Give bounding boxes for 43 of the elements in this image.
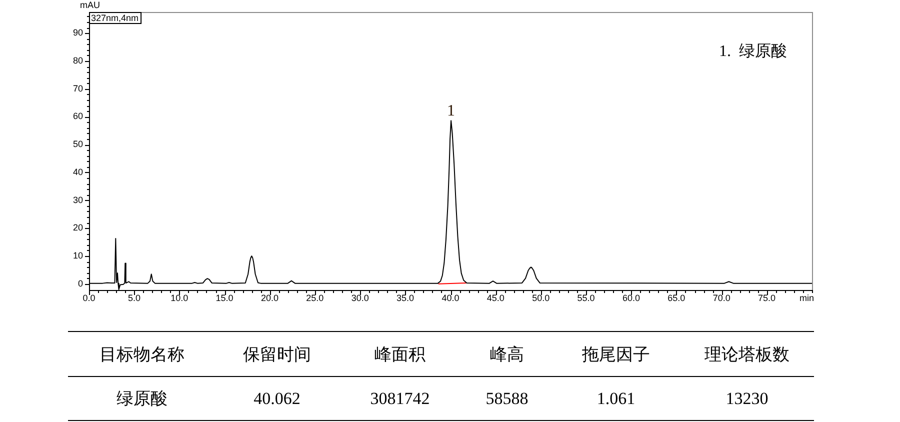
y-tick-label: 60: [72, 111, 83, 122]
y-tick-label: 30: [72, 194, 83, 205]
text: 40.062: [216, 376, 338, 420]
text: 保留时间: [216, 332, 338, 376]
text: 目标物名称: [68, 332, 216, 376]
y-tick-label: 40: [72, 166, 83, 177]
y-tick-label: 50: [72, 139, 83, 150]
x-tick-label: 10.0: [170, 292, 188, 303]
x-tick-label: 15.0: [216, 292, 234, 303]
text: 拖尾因子: [552, 332, 680, 376]
y-tick-label: 20: [72, 222, 83, 233]
x-tick-label: 0.0: [82, 292, 96, 303]
x-tick-label: 45.0: [486, 292, 504, 303]
x-tick-label: 70.0: [712, 292, 730, 303]
x-tick-label: 75.0: [758, 292, 776, 303]
x-axis-title: min: [799, 292, 814, 303]
y-tick-label: 0: [78, 278, 83, 288]
x-tick-label: 35.0: [396, 292, 414, 303]
y-tick-label: 70: [72, 83, 83, 94]
x-tick-label: 55.0: [577, 292, 595, 303]
x-tick-label: 5.0: [128, 292, 140, 303]
text: 理论塔板数: [680, 332, 814, 376]
x-tick-label: 65.0: [668, 292, 686, 303]
x-tick-label: 30.0: [351, 292, 369, 303]
x-tick-label: 40.0: [442, 292, 460, 303]
annotation: 1. 绿原酸: [719, 42, 787, 60]
text: 3081742: [338, 376, 462, 420]
text: 峰高: [462, 332, 552, 376]
y-tick-label: 90: [72, 28, 83, 38]
annotation: 327nm,4nm: [91, 12, 139, 23]
x-tick-label: 60.0: [622, 292, 640, 303]
text: 13230: [680, 376, 814, 420]
text: 58588: [462, 376, 552, 420]
text: 1.061: [552, 376, 680, 420]
y-tick-label: 80: [72, 56, 83, 66]
y-axis-title: mAU: [80, 0, 100, 10]
x-tick-label: 50.0: [532, 292, 550, 303]
annotation: 1: [447, 102, 456, 120]
text: 峰面积: [338, 332, 462, 376]
y-tick-label: 10: [72, 250, 83, 260]
x-tick-label: 25.0: [306, 292, 324, 303]
text: 绿原酸: [68, 376, 216, 420]
x-tick-label: 20.0: [260, 292, 279, 303]
